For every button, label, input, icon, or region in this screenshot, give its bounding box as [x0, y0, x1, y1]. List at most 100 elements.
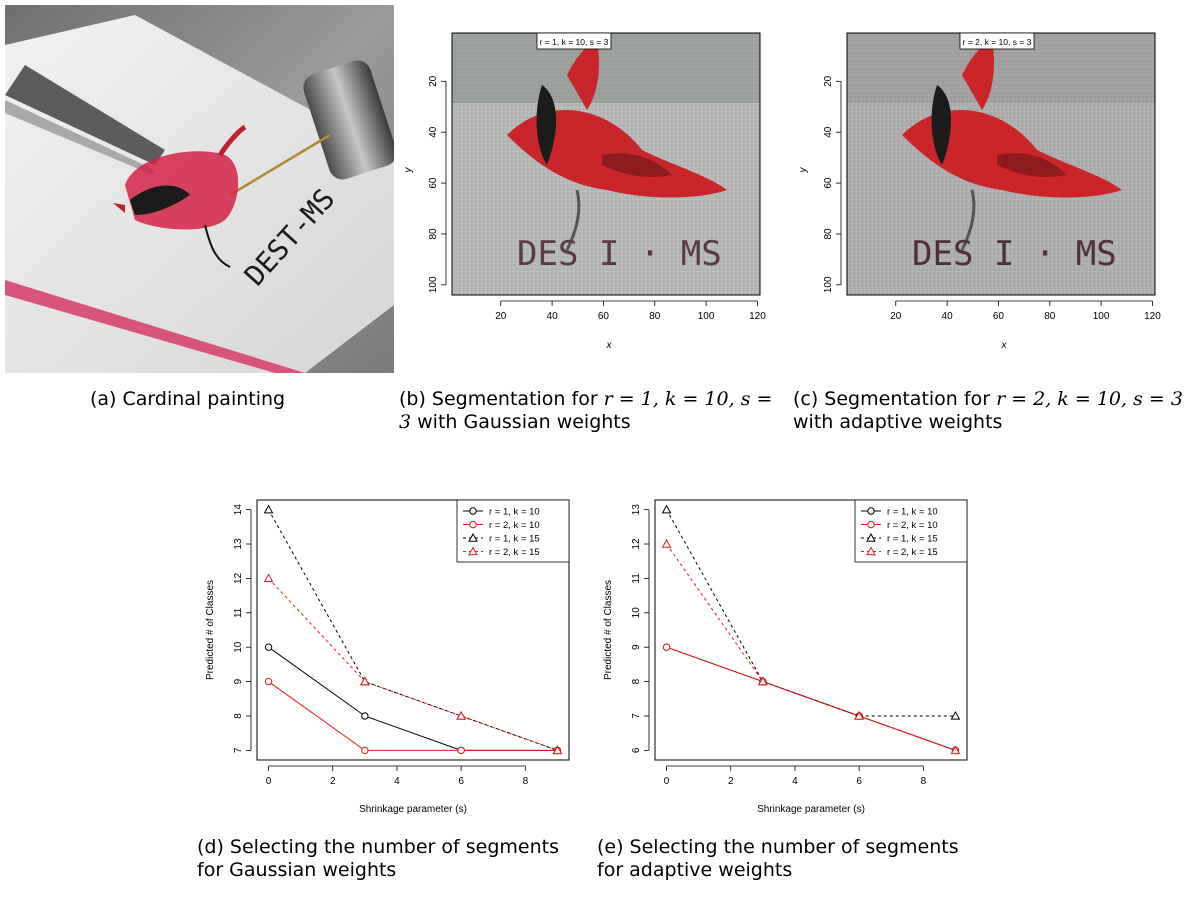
data-point [360, 676, 370, 686]
x-tick-label: 40 [547, 311, 559, 322]
segmentation-c-ylabel: y [798, 167, 809, 174]
caption-d-line1: (d) Selecting the number of segments [197, 836, 559, 858]
y-tick-label: 80 [823, 228, 834, 240]
segmented-bird-c-icon [902, 40, 1122, 251]
series-line [666, 509, 956, 717]
y-tick-label: 20 [823, 75, 834, 87]
caption-b: (b) Segmentation for r = 1, k = 10, s = … [399, 388, 789, 434]
data-point [661, 504, 672, 514]
y-tick-label: 7 [233, 747, 244, 753]
segmentation-c-xlabel: x [1001, 340, 1008, 351]
y-tick-label: 100 [428, 276, 439, 293]
figure-b: DES I · MS r = 1, k = 10, s = 3 20 40 60 80… [397, 15, 777, 355]
caption-e-line1: (e) Selecting the number of segments [597, 836, 959, 858]
x-tick-label: 100 [1093, 311, 1110, 322]
data-point [456, 710, 466, 720]
data-point [361, 746, 369, 755]
segmentation-b-plot: DES I · MS r = 1, k = 10, s = 3 20 40 60 80… [403, 32, 766, 351]
figure-d: 0 2 4 6 8 7 8 9 10 11 12 13 14 Shrinkage parameter (s… [197, 492, 587, 822]
y-tick-label: 60 [428, 177, 439, 189]
x-tick-label: 4 [394, 776, 400, 787]
segmentation-c-label: r = 2, k = 10, s = 3 [963, 37, 1032, 47]
segmented-text-b: DES I · MS [517, 234, 722, 274]
legend-marker [867, 520, 875, 529]
x-tick-label: 0 [664, 776, 670, 787]
plot-frame [256, 499, 570, 761]
painted-bird-icon [113, 124, 247, 268]
x-tick-label: 8 [921, 776, 927, 787]
legend-label: r = 2, k = 10 [887, 520, 938, 531]
legend-marker [469, 507, 477, 515]
chart-adaptive: 0 2 4 6 8 6 7 8 9 10 11 12 13 Shrinkage parameter (s)… [603, 499, 968, 815]
caption-b-pre: (b) Segmentation for [399, 388, 604, 410]
series-1 [264, 677, 562, 755]
legend-marker [468, 532, 478, 542]
x-tick-label: 60 [993, 311, 1005, 322]
caption-c-pre: (c) Segmentation for [793, 388, 997, 410]
x-tick-label: 6 [458, 776, 464, 787]
x-tick-label: 60 [598, 311, 610, 322]
series-3 [661, 538, 961, 755]
y-tick-label: 12 [631, 538, 642, 550]
legend-label: r = 2, k = 15 [489, 547, 540, 558]
segmentation-b-label-box [536, 32, 612, 50]
dispenser-nozzle-icon [229, 60, 397, 197]
data-point [552, 745, 563, 755]
caption-b-post: with Gaussian weights [411, 411, 631, 433]
y-tick-label: 10 [233, 641, 244, 653]
x-tick-label: 120 [1144, 311, 1161, 322]
segmented-text-c: DES I · MS [912, 234, 1117, 274]
figure-c: DES I · MS r = 2, k = 10, s = 3 20 40 60 80… [792, 15, 1172, 355]
series-line [666, 543, 956, 751]
x-tick-label: 20 [495, 311, 507, 322]
y-tick-label: 20 [428, 75, 439, 87]
y-axis-label: Predicted # of Classes [603, 580, 614, 680]
caption-a: (a) Cardinal painting [90, 388, 286, 410]
x-tick-label: 6 [856, 776, 862, 787]
caption-e: (e) Selecting the number of segments for… [597, 836, 959, 882]
y-tick-label: 9 [631, 644, 642, 650]
data-point [758, 676, 768, 686]
data-point [264, 643, 273, 651]
data-point [950, 745, 961, 755]
data-point [662, 643, 671, 651]
y-tick-label: 40 [428, 126, 439, 138]
segmentation-b-label: r = 1, k = 10, s = 3 [540, 37, 609, 47]
x-tick-label: 0 [266, 776, 272, 787]
legend-label: r = 1, k = 15 [489, 534, 540, 545]
series-line [268, 681, 558, 751]
legend-marker [866, 532, 876, 542]
legend-label: r = 2, k = 15 [887, 547, 938, 558]
segmentation-b-ylabel: y [403, 167, 414, 174]
legend-marker [468, 546, 478, 556]
x-axis-label: Shrinkage parameter (s) [359, 804, 467, 815]
segmentation-c-plot: DES I · MS r = 2, k = 10, s = 3 20 40 60 80… [798, 32, 1161, 351]
legend-label: r = 1, k = 10 [489, 507, 540, 518]
y-tick-label: 11 [631, 573, 642, 584]
y-tick-label: 13 [631, 504, 642, 516]
x-tick-label: 4 [792, 776, 798, 787]
series-3 [263, 573, 563, 755]
legend-label: r = 1, k = 15 [887, 534, 938, 545]
data-point [950, 710, 961, 720]
data-point [263, 573, 274, 583]
data-point [361, 712, 369, 720]
caption-c-post: with adaptive weights [793, 411, 1003, 433]
x-tick-label: 8 [523, 776, 529, 787]
caption-b-math: r = 1, k = 10, s = 3 [399, 388, 773, 433]
x-tick-label: 2 [728, 776, 734, 787]
y-tick-label: 60 [823, 177, 834, 189]
data-point [457, 746, 465, 755]
legend-marker [867, 507, 875, 515]
y-tick-label: 10 [631, 607, 642, 619]
caption-e-line2: for adaptive weights [597, 859, 793, 881]
x-tick-label: 2 [330, 776, 336, 787]
caption-d: (d) Selecting the number of segments for… [197, 836, 559, 882]
y-tick-label: 9 [233, 678, 244, 684]
y-tick-label: 13 [233, 538, 244, 550]
legend-label: r = 1, k = 10 [887, 507, 938, 518]
y-tick-label: 11 [233, 607, 244, 618]
x-tick-label: 20 [890, 311, 902, 322]
caption-d-line2: for Gaussian weights [197, 859, 397, 881]
data-point [854, 710, 864, 720]
